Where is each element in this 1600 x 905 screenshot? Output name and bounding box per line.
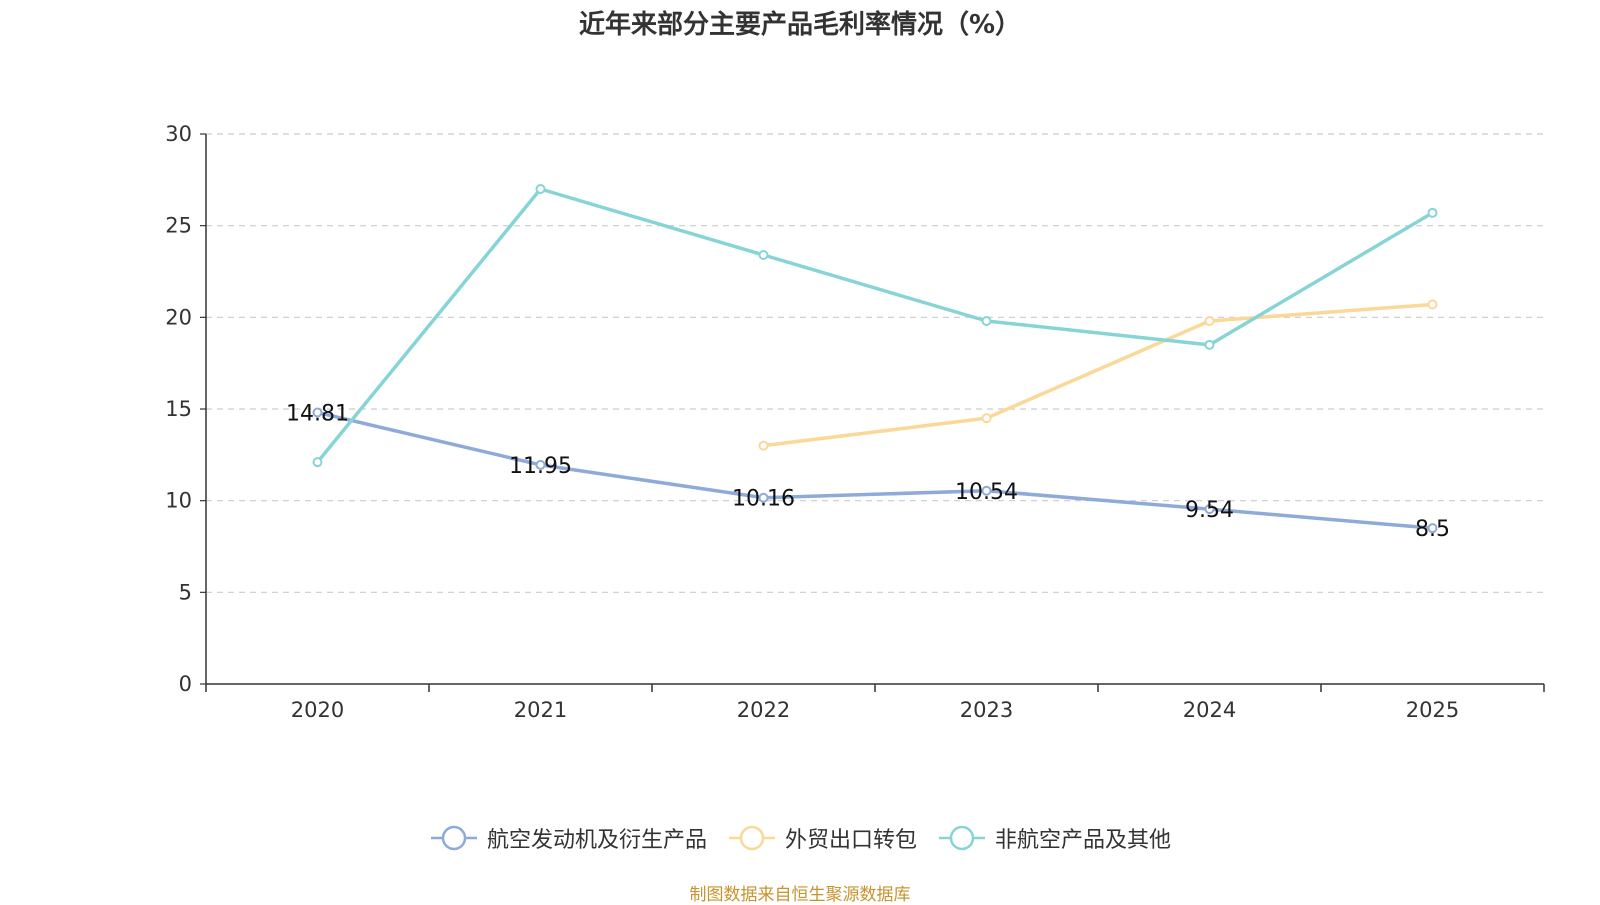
y-tick-label: 15 <box>165 397 192 421</box>
y-tick-label: 30 <box>165 122 192 146</box>
data-point[interactable] <box>1204 504 1215 515</box>
y-tick-label: 0 <box>179 672 192 696</box>
data-label: 9.54 <box>1185 498 1234 523</box>
x-tick-label: 2021 <box>514 698 567 722</box>
data-label-layer: 14.81 11.95 10.16 10.54 9.54 8.5 <box>286 401 1450 542</box>
grid-layer <box>206 133 1544 593</box>
x-tick-label: 2024 <box>1183 698 1236 722</box>
data-point[interactable] <box>981 485 992 496</box>
legend: 航空发动机及衍生产品 外贸出口转包 非航空产品及其他 <box>0 822 1600 854</box>
data-label: 10.16 <box>732 487 795 512</box>
data-point[interactable] <box>1204 339 1215 350</box>
data-point[interactable] <box>535 184 546 194</box>
x-tick-label: 2023 <box>960 698 1013 722</box>
x-tick-label: 2022 <box>737 698 790 722</box>
data-point[interactable] <box>1204 316 1215 326</box>
source-note: 制图数据来自恒生聚源数据库 <box>689 885 911 905</box>
data-point[interactable] <box>1427 523 1438 534</box>
data-point[interactable] <box>758 250 769 260</box>
series-layer <box>312 184 1438 534</box>
legend-label: 航空发动机及衍生产品 <box>486 828 707 853</box>
data-label: 10.54 <box>955 480 1018 505</box>
y-tick-label: 20 <box>165 305 192 329</box>
legend-line-circle-icon <box>728 825 775 851</box>
legend-label: 非航空产品及其他 <box>995 828 1172 853</box>
chart-title: 近年来部分主要产品毛利率情况（%） <box>578 10 1022 40</box>
data-point[interactable] <box>535 459 546 470</box>
legend-item-1[interactable]: 外贸出口转包 <box>727 822 917 854</box>
legend-label: 外贸出口转包 <box>784 828 917 853</box>
data-label: 14.81 <box>286 401 349 426</box>
data-point[interactable] <box>981 316 992 326</box>
legend-item-0[interactable]: 航空发动机及衍生产品 <box>429 822 707 854</box>
y-tick-label: 10 <box>165 489 192 513</box>
data-label: 11.95 <box>509 454 572 479</box>
series-line-1 <box>761 302 1435 448</box>
data-point[interactable] <box>312 457 323 468</box>
legend-line-circle-icon <box>430 825 477 851</box>
data-point[interactable] <box>1427 299 1438 310</box>
x-tick-label: 2025 <box>1406 698 1459 722</box>
data-label: 8.5 <box>1415 517 1450 542</box>
legend-item-2[interactable]: 非航空产品及其他 <box>937 822 1171 854</box>
y-tick-label: 5 <box>179 580 192 604</box>
data-point[interactable] <box>758 492 769 503</box>
data-point[interactable] <box>981 413 992 424</box>
data-point[interactable] <box>312 407 323 418</box>
legend-line-circle-icon <box>939 825 985 851</box>
data-point[interactable] <box>758 440 769 451</box>
y-tick-label: 25 <box>165 214 192 238</box>
x-tick-label: 2020 <box>291 698 344 722</box>
series-line-2 <box>315 187 1435 464</box>
series-line-0 <box>315 410 1435 530</box>
data-point[interactable] <box>1427 207 1438 218</box>
